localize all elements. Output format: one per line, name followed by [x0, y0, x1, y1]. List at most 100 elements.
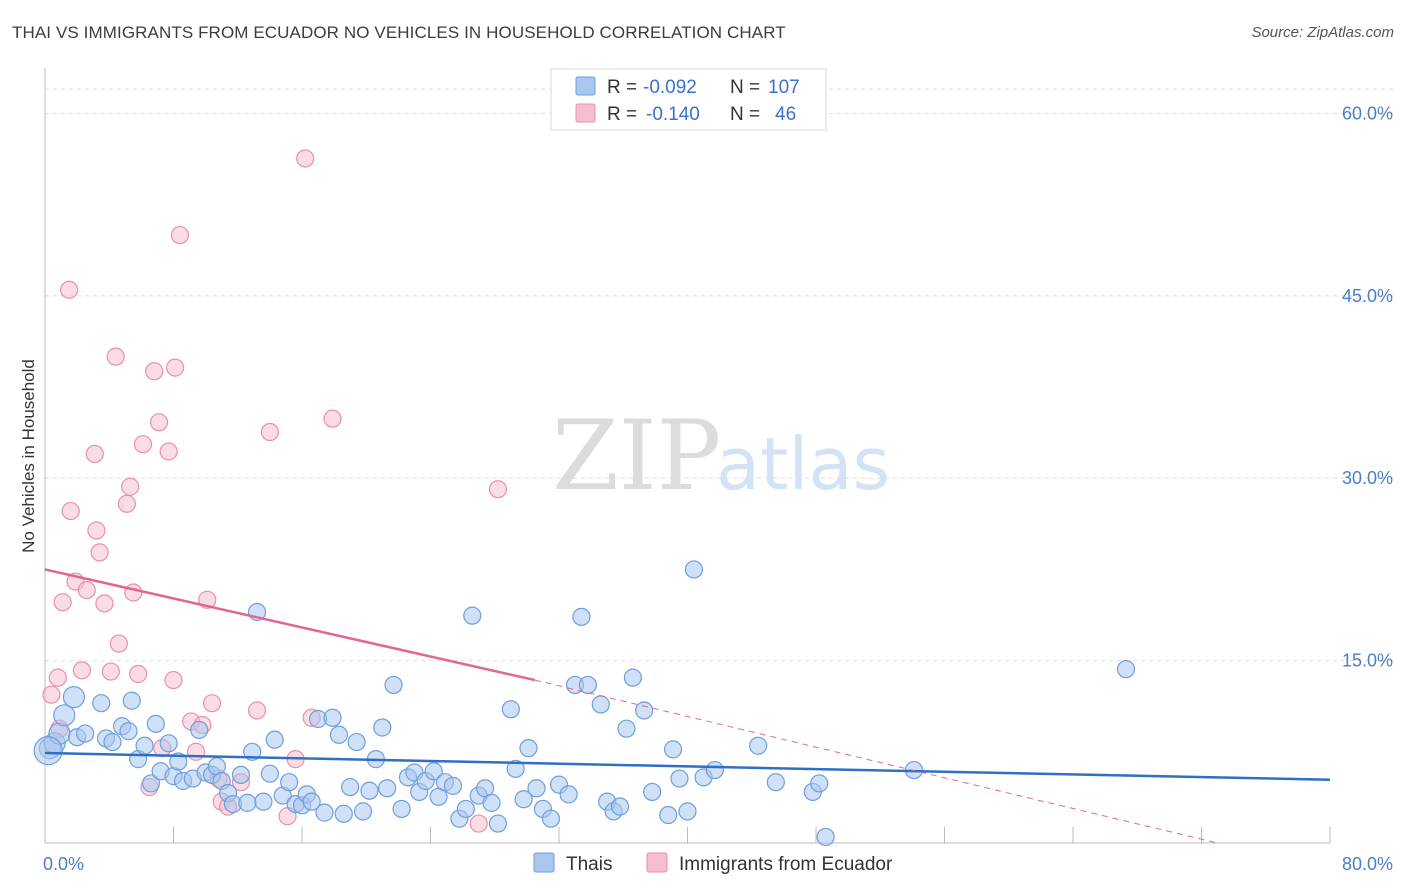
- ecuador-point-19: [129, 664, 148, 684]
- thais-point-90: [635, 701, 654, 720]
- legend-r-label-ecuador: R =: [607, 104, 637, 125]
- ecuador-point-0: [42, 685, 61, 704]
- thais-point-38: [280, 773, 299, 792]
- ecuador-point-20: [133, 435, 153, 454]
- thais-point-95: [678, 802, 697, 821]
- thais-point-35: [260, 764, 279, 783]
- thais-point-18: [159, 734, 178, 753]
- ecuador-point-25: [159, 442, 178, 461]
- y-axis-label: No Vehicles in Household: [19, 359, 38, 553]
- bottom-legend-label-ecuador: Immigrants from Ecuador: [679, 854, 893, 875]
- ecuador-point-28: [170, 225, 190, 245]
- ecuador-trend-line: [44, 568, 536, 682]
- legend-swatch-thais: [575, 76, 596, 96]
- ecuador-points: [42, 149, 508, 833]
- thais-point-15: [141, 774, 161, 793]
- ecuador-point-8: [77, 580, 96, 600]
- thais-point-49: [347, 732, 366, 752]
- thais-point-75: [519, 739, 538, 758]
- thais-points: [33, 560, 1136, 847]
- ecuador-point-39: [260, 422, 279, 442]
- thais-point-31: [238, 793, 257, 812]
- thais-point-98: [705, 760, 724, 780]
- thais-point-72: [501, 700, 520, 719]
- thais-point-71: [488, 814, 508, 833]
- thais-point-44: [315, 803, 334, 822]
- thais-point-55: [384, 675, 403, 695]
- ecuador-point-44: [323, 409, 342, 428]
- ecuador-point-27: [166, 358, 185, 377]
- ecuador-point-18: [124, 583, 143, 602]
- ecuador-point-13: [101, 662, 120, 681]
- thais-point-16: [146, 714, 165, 733]
- ecuador-point-9: [85, 444, 104, 464]
- legend-r-value-thais: -0.092: [643, 77, 697, 98]
- bottom-legend: Thais Immigrants from Ecuador: [533, 852, 893, 875]
- thais-point-92: [659, 805, 678, 825]
- y-tick-labels: 15.0% 30.0% 45.0% 60.0%: [1342, 103, 1393, 670]
- thais-point-34: [254, 792, 273, 811]
- legend-r-value-ecuador: -0.140: [646, 104, 700, 125]
- thais-point-100: [766, 773, 785, 792]
- thais-point-94: [670, 769, 689, 788]
- thais-point-11: [119, 722, 138, 741]
- ecuador-point-17: [121, 477, 140, 496]
- thais-point-89: [623, 668, 642, 687]
- thais-point-23: [190, 720, 209, 740]
- ecuador-point-33: [202, 694, 222, 713]
- ecuador-point-22: [145, 362, 164, 381]
- y-tick-label-1: 30.0%: [1342, 468, 1393, 488]
- legend-n-label-ecuador: N =: [730, 104, 760, 125]
- gridlines: [45, 88, 1393, 662]
- thais-point-84: [591, 695, 610, 714]
- thais-point-20: [169, 752, 188, 771]
- thais-point-93: [663, 740, 683, 759]
- thais-point-80: [559, 785, 578, 804]
- legend-n-value-ecuador: 46: [775, 104, 796, 125]
- ecuador-point-46: [488, 480, 508, 499]
- thais-point-42: [302, 792, 321, 811]
- ecuador-point-23: [149, 413, 169, 432]
- axes: [44, 68, 1331, 844]
- ecuador-point-14: [106, 347, 125, 366]
- thais-point-7: [92, 694, 111, 713]
- y-tick-label-3: 60.0%: [1342, 103, 1393, 123]
- legend-n-label-thais: N =: [730, 77, 760, 98]
- thais-point-12: [122, 691, 141, 710]
- thais-point-66: [456, 799, 475, 819]
- thais-point-74: [514, 790, 533, 809]
- ecuador-point-7: [72, 661, 92, 680]
- thais-point-76: [527, 779, 546, 798]
- thais-point-30: [231, 765, 251, 785]
- thais-point-50: [353, 802, 373, 821]
- ecuador-point-5: [61, 501, 80, 521]
- thais-point-64: [443, 776, 463, 795]
- ecuador-point-4: [59, 280, 79, 299]
- thais-point-88: [617, 719, 636, 738]
- thais-point-73: [506, 759, 525, 778]
- ecuador-point-15: [109, 634, 128, 653]
- thais-point-106: [33, 735, 63, 766]
- chart-title: THAI VS IMMIGRANTS FROM ECUADOR NO VEHIC…: [12, 23, 786, 42]
- ecuador-point-11: [90, 543, 109, 562]
- ecuador-point-16: [117, 494, 137, 513]
- thais-point-91: [643, 782, 662, 802]
- thais-point-46: [329, 725, 349, 744]
- thais-point-6: [76, 724, 95, 743]
- ecuador-point-12: [95, 594, 114, 613]
- legend-box: [550, 68, 827, 131]
- thais-point-36: [265, 730, 284, 749]
- thais-point-45: [323, 708, 342, 727]
- thais-point-3: [53, 704, 76, 727]
- thais-point-51: [360, 781, 379, 800]
- bottom-legend-label-thais: Thais: [566, 854, 612, 875]
- thais-point-83: [578, 675, 598, 695]
- x-tick-label-1: 80.0%: [1342, 854, 1393, 874]
- thais-point-103: [816, 827, 835, 847]
- thais-point-56: [392, 799, 411, 819]
- thais-point-82: [572, 607, 591, 626]
- chart-source: Source: ZipAtlas.com: [1251, 24, 1394, 41]
- x-tick-label-0: 0.0%: [43, 854, 84, 874]
- thais-point-61: [424, 762, 443, 781]
